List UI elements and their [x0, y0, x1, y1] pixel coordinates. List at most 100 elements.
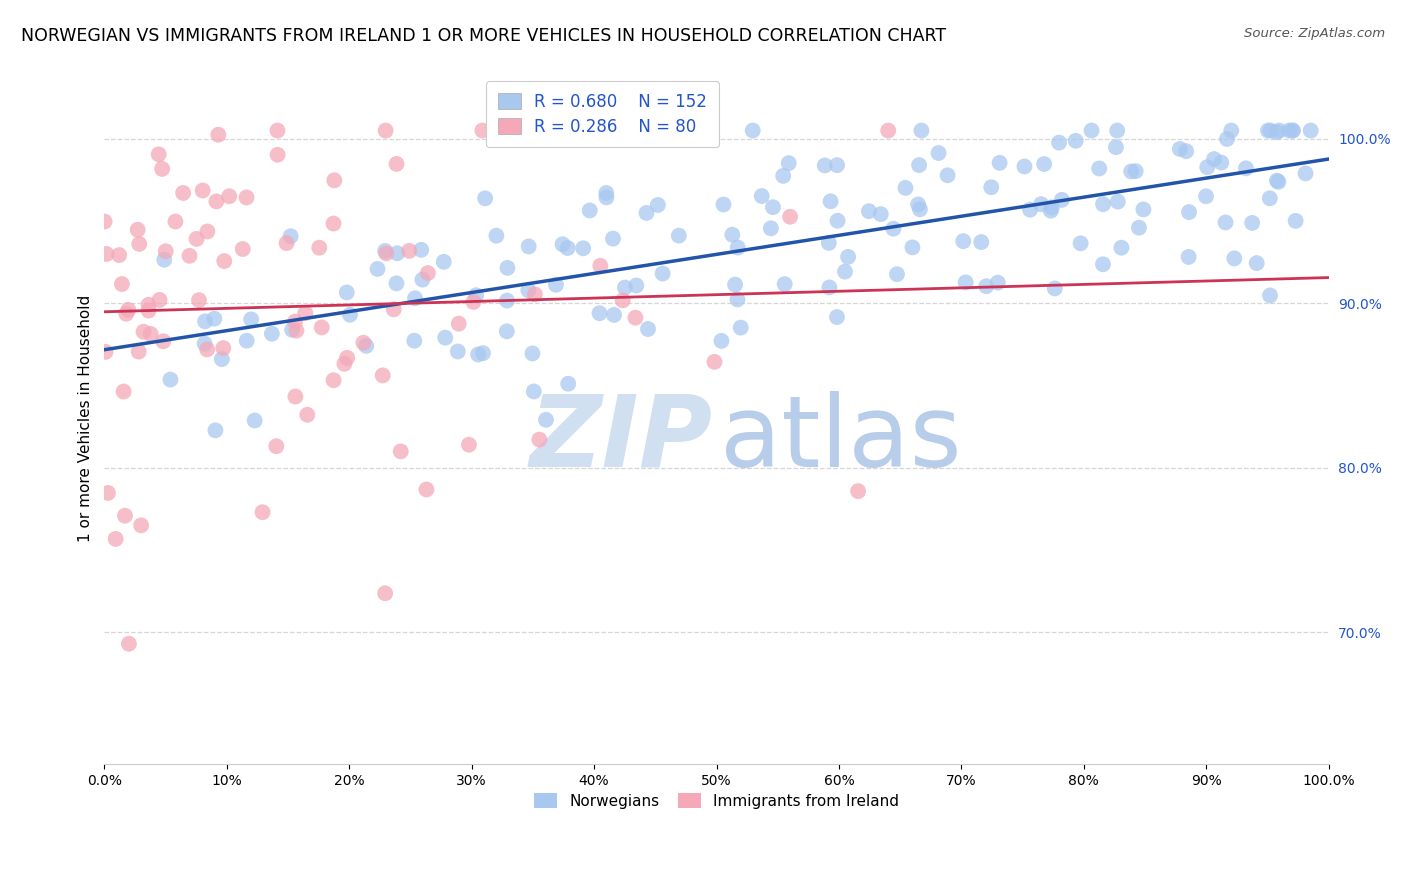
Point: [195, 343, 218, 357]
Point: [214, 254, 236, 268]
Point: [194, 336, 217, 351]
Point: [970, 235, 993, 249]
Point: [779, 210, 801, 224]
Point: [602, 232, 624, 246]
Point: [132, 325, 155, 339]
Point: [1014, 160, 1036, 174]
Point: [433, 255, 456, 269]
Point: [374, 586, 396, 600]
Point: [588, 306, 610, 320]
Point: [727, 293, 749, 307]
Point: [1223, 252, 1246, 266]
Point: [211, 352, 233, 367]
Point: [869, 207, 891, 221]
Point: [773, 277, 796, 292]
Point: [772, 169, 794, 183]
Point: [191, 184, 214, 198]
Point: [205, 194, 228, 209]
Point: [595, 190, 617, 204]
Point: [759, 221, 782, 235]
Point: [1070, 236, 1092, 251]
Point: [1105, 140, 1128, 154]
Point: [557, 241, 579, 255]
Point: [284, 390, 307, 404]
Point: [901, 240, 924, 254]
Point: [297, 408, 319, 422]
Point: [434, 331, 457, 345]
Point: [496, 293, 519, 308]
Point: [1258, 288, 1281, 302]
Point: [266, 123, 288, 137]
Point: [988, 156, 1011, 170]
Point: [308, 241, 330, 255]
Point: [1178, 205, 1201, 219]
Point: [447, 344, 470, 359]
Point: [1107, 194, 1129, 209]
Point: [1197, 160, 1219, 174]
Point: [1246, 256, 1268, 270]
Text: atlas: atlas: [720, 391, 962, 488]
Point: [356, 339, 378, 353]
Point: [636, 206, 658, 220]
Point: [647, 198, 669, 212]
Point: [194, 314, 217, 328]
Point: [534, 413, 557, 427]
Point: [517, 283, 540, 297]
Point: [877, 123, 900, 137]
Point: [928, 146, 950, 161]
Point: [252, 505, 274, 519]
Point: [416, 266, 439, 280]
Point: [817, 235, 839, 250]
Point: [333, 357, 356, 371]
Point: [218, 189, 240, 203]
Point: [367, 261, 389, 276]
Point: [1111, 241, 1133, 255]
Point: [195, 224, 218, 238]
Point: [727, 241, 749, 255]
Point: [1267, 175, 1289, 189]
Point: [96, 247, 118, 261]
Point: [825, 310, 848, 324]
Point: [1295, 166, 1317, 180]
Point: [668, 228, 690, 243]
Point: [910, 123, 932, 137]
Point: [820, 194, 842, 209]
Point: [115, 307, 138, 321]
Point: [557, 376, 579, 391]
Point: [858, 204, 880, 219]
Point: [703, 355, 725, 369]
Point: [778, 156, 800, 170]
Point: [93, 214, 115, 228]
Point: [411, 272, 433, 286]
Point: [235, 334, 257, 348]
Point: [713, 197, 735, 211]
Point: [127, 223, 149, 237]
Point: [1285, 214, 1308, 228]
Point: [1040, 200, 1063, 214]
Point: [825, 158, 848, 172]
Point: [955, 276, 977, 290]
Point: [323, 173, 346, 187]
Point: [1039, 203, 1062, 218]
Point: [232, 242, 254, 256]
Point: [1281, 123, 1303, 137]
Point: [112, 384, 135, 399]
Point: [472, 346, 495, 360]
Point: [1265, 125, 1288, 139]
Point: [207, 128, 229, 142]
Legend: Norwegians, Immigrants from Ireland: Norwegians, Immigrants from Ireland: [529, 787, 905, 815]
Point: [762, 200, 785, 214]
Point: [188, 293, 211, 307]
Point: [465, 288, 488, 302]
Point: [730, 320, 752, 334]
Point: [626, 278, 648, 293]
Point: [485, 228, 508, 243]
Point: [1132, 202, 1154, 217]
Point: [404, 334, 426, 348]
Point: [280, 229, 302, 244]
Point: [243, 413, 266, 427]
Point: [834, 265, 856, 279]
Point: [1257, 123, 1279, 137]
Point: [523, 287, 546, 301]
Point: [894, 181, 917, 195]
